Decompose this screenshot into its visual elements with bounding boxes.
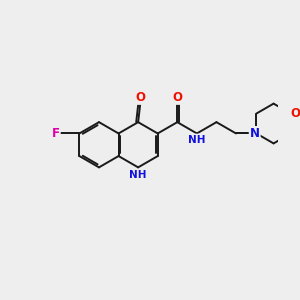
Text: NH: NH xyxy=(188,134,206,145)
Text: O: O xyxy=(291,107,300,120)
Text: NH: NH xyxy=(129,170,147,180)
Text: O: O xyxy=(135,91,145,104)
Text: F: F xyxy=(52,127,60,140)
Text: N: N xyxy=(250,127,260,140)
Text: O: O xyxy=(172,91,182,104)
